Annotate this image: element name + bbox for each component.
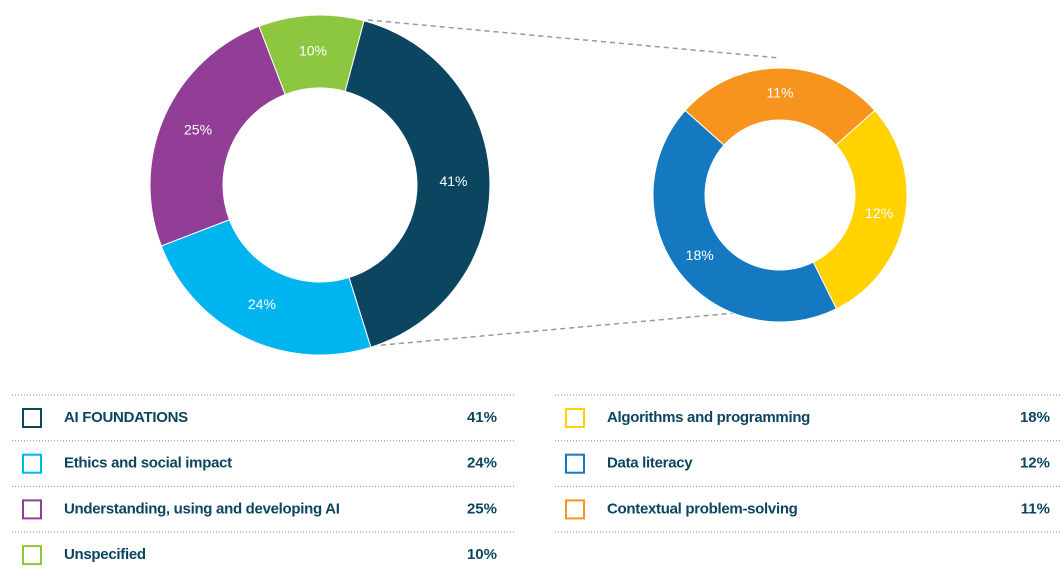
- legend-value: 24%: [467, 455, 497, 472]
- legend-swatch: [22, 499, 42, 520]
- legend-name: Data literacy: [607, 455, 693, 472]
- legend-swatch: [565, 499, 585, 520]
- segment-label: 11%: [766, 85, 793, 101]
- legend-value: 10%: [467, 546, 497, 563]
- segment-label: 10%: [299, 42, 327, 58]
- segment-label: 18%: [686, 247, 714, 263]
- legend-name: Ethics and social impact: [64, 455, 232, 472]
- legend-value: 25%: [467, 500, 497, 517]
- donut-segment: [160, 219, 372, 356]
- legend-name: Understanding, using and developing AI: [64, 500, 340, 517]
- legend-swatch: [22, 408, 42, 428]
- segment-label: 12%: [865, 205, 893, 221]
- connector: [367, 19, 781, 59]
- legend-name: Contextual problem-solving: [607, 500, 798, 517]
- donut-segment: [684, 67, 876, 146]
- donut-segment: [149, 25, 286, 247]
- legend-swatch: [565, 408, 585, 428]
- legend-value: 18%: [1020, 409, 1050, 426]
- legend-value: 11%: [1021, 500, 1050, 517]
- legend-name: AI FOUNDATIONS: [64, 409, 188, 426]
- legend-swatch: [22, 545, 42, 566]
- legend-swatch: [22, 453, 42, 474]
- segment-label: 24%: [248, 296, 276, 312]
- connector: [371, 307, 791, 347]
- donut-segment: [652, 109, 838, 323]
- segment-label: 41%: [439, 173, 467, 189]
- legend-value: 41%: [467, 409, 497, 426]
- segment-label: 25%: [184, 121, 212, 137]
- legend-name: Algorithms and programming: [607, 409, 810, 426]
- donut-segment: [812, 109, 908, 310]
- legend-value: 12%: [1020, 455, 1050, 472]
- legend-name: Unspecified: [64, 546, 146, 563]
- legend-swatch: [565, 453, 585, 474]
- donut-segment: [258, 14, 365, 96]
- donut-segment: [344, 20, 491, 348]
